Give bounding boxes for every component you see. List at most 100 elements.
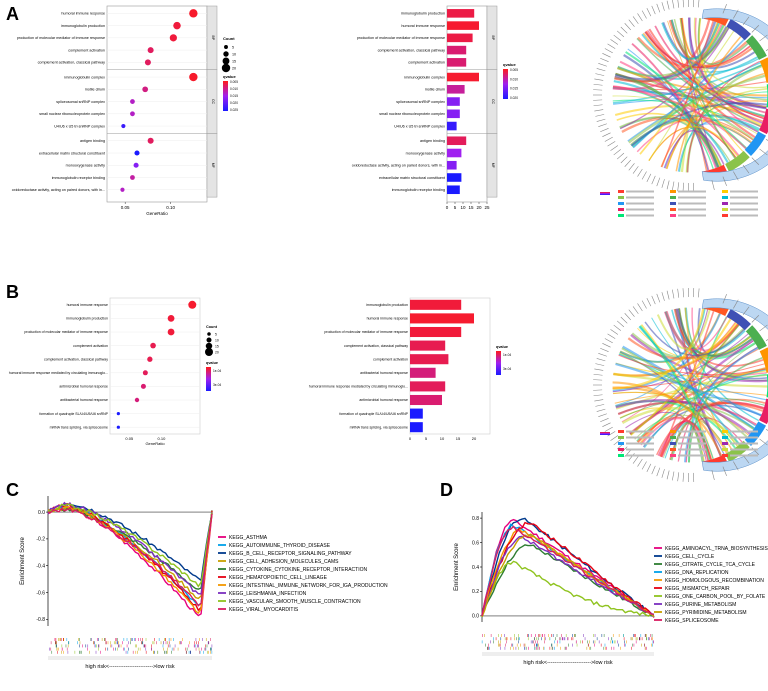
chord-ribbon	[654, 25, 766, 114]
chord-gene-tick	[637, 13, 643, 22]
dot-marker	[116, 412, 120, 416]
legend-label: KEGG_CYTOKINE_CYTOKINE_RECEPTOR_INTERACT…	[229, 567, 367, 573]
chord-gene-tick	[677, 182, 680, 192]
chord-gene-tick	[604, 48, 613, 54]
chord-legend-text-line	[678, 208, 706, 211]
chord-gene-tick	[628, 309, 635, 317]
chord-gene-tick	[682, 288, 684, 298]
chord-ribbon	[668, 19, 753, 68]
chord-term-tick	[765, 429, 768, 431]
chord-gene-tick	[594, 78, 604, 81]
chord-term-sector	[744, 131, 767, 156]
bar	[447, 9, 475, 18]
term-label: antimicrobial humoral response	[359, 398, 408, 402]
rank-bar	[482, 652, 654, 656]
bar	[447, 121, 457, 131]
bar	[447, 58, 467, 67]
chord-gene-tick	[600, 418, 609, 423]
panel-d-label: D	[440, 480, 453, 500]
chord-ribbon	[627, 48, 709, 171]
chord-ribbon	[636, 38, 762, 127]
chord-gene-tick	[613, 149, 621, 156]
chord-gene-tick	[672, 289, 675, 299]
chord-ribbon	[627, 323, 739, 360]
y-axis-title: Enrichment Score	[20, 536, 26, 584]
chord-gene-tick	[602, 132, 611, 137]
term-label: complement activation, classical pathway	[38, 61, 106, 65]
dot-marker	[189, 72, 198, 82]
chord-ribbon	[693, 17, 768, 89]
x-tick-label: 20	[476, 205, 482, 210]
dot-marker	[116, 425, 120, 429]
qvalue-legend-title: qvalue	[223, 74, 236, 79]
legend-label: KEGG_DNA_REPLICATION	[665, 570, 729, 576]
y-tick-label: -0.6	[36, 590, 45, 596]
chord-gene-tick	[661, 2, 665, 11]
chord-legend-text-line	[626, 430, 654, 433]
chord-gene-tick	[666, 0, 670, 10]
chord-term-tick	[742, 455, 750, 464]
legend-label: KEGG_CELL_ADHESION_MOLECULES_CAMS	[229, 559, 339, 565]
chord-ribbon	[634, 414, 729, 453]
y-axis-title: Enrichment Score	[454, 542, 460, 590]
bar	[447, 85, 465, 94]
dot-marker	[147, 356, 153, 362]
qvalue-legend-title: qvalue	[206, 361, 218, 365]
x-axis-title: GeneRatio	[145, 441, 165, 446]
chord-term-tick	[759, 34, 768, 42]
y-tick-label: 0.0	[38, 510, 45, 516]
chord-gene-tick	[637, 303, 643, 312]
chord-gene-tick	[613, 439, 621, 446]
chord-legend-text-line	[678, 190, 706, 193]
dot-marker	[142, 86, 149, 93]
chord-legend-text-line	[730, 208, 758, 211]
term-label: oxidoreductase activity, acting on paire…	[12, 188, 105, 192]
term-label: immunoglobulin complex	[64, 75, 105, 79]
chord-legend-swatch	[618, 214, 624, 217]
chord-legend-swatch	[618, 454, 624, 457]
dot-marker	[189, 9, 198, 18]
chord-gene-tick	[602, 343, 611, 348]
x-axis-title: high risk<------------------------>low r…	[85, 664, 174, 670]
chord-legend-swatch	[722, 448, 728, 451]
es-curve	[47, 503, 213, 588]
chord-gene-tick	[620, 446, 628, 454]
chord-gene-tick	[641, 300, 647, 309]
legend-label: KEGG_VIRAL_MYOCARDITIS	[229, 607, 299, 613]
chord-gene-tick	[661, 292, 665, 301]
chord-gene-tick	[624, 159, 631, 167]
y-tick-label: -0.8	[36, 617, 45, 623]
legend-label: KEGG_B_CELL_RECEPTOR_SIGNALING_PATHWAY	[229, 551, 352, 557]
chord-gene-tick	[607, 43, 616, 49]
chord-legend-text-line	[626, 448, 654, 451]
chord-ribbon	[616, 25, 725, 77]
chord-legend-swatch	[722, 208, 728, 211]
chord-gene-tick	[604, 136, 613, 142]
chord-term-sector	[726, 308, 751, 331]
legend-label: KEGG_LEISHMANIA_INFECTION	[229, 591, 307, 597]
chord-gene-tick	[607, 141, 616, 147]
chord-legend-swatch	[670, 190, 676, 193]
term-label: formation of quadruple SL/U4/U5/U6 snRNP	[39, 412, 108, 416]
term-label: extracellular matrix structural constitu…	[39, 151, 105, 155]
chord-legend-text-line	[730, 436, 758, 439]
chord-legend-text-line	[730, 190, 758, 193]
qvalue-legend-label: 1e-04	[503, 353, 511, 357]
chord-ribbon	[625, 411, 707, 461]
chord-legend-text-line	[678, 436, 706, 439]
x-tick-label: 0	[446, 205, 449, 210]
chord-gene-tick	[628, 163, 635, 171]
size-legend-dot	[224, 45, 228, 49]
term-label: immunoglobulin production	[66, 317, 108, 321]
chord-gene-tick	[677, 472, 680, 482]
chord-term-tick	[733, 9, 739, 19]
legend-label: KEGG_PYRIMIDINE_METABOLISM	[665, 610, 747, 616]
chord-legend-text-line	[626, 214, 654, 217]
chord-gene-tick	[595, 404, 605, 407]
chord-ribbon	[656, 309, 711, 350]
term-label: humoral immune response	[61, 12, 105, 16]
term-label: humoral immune response mediated by circ…	[9, 371, 108, 375]
chord-term-sector	[744, 421, 767, 446]
term-label: monooxygenase activity	[406, 151, 446, 155]
chord-gene-tick	[632, 16, 639, 24]
